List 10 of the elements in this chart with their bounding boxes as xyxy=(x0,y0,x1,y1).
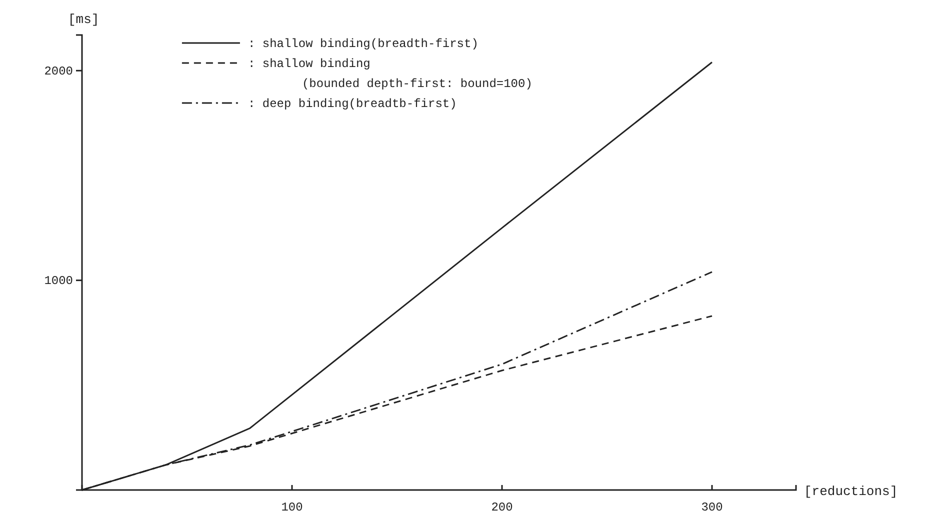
x-axis-title: [reductions] xyxy=(804,484,898,499)
legend-label: : shallow binding (bounded depth-first: bound=100) xyxy=(248,57,532,91)
y-tick-label: 1000 xyxy=(44,274,73,288)
x-tick-label: 300 xyxy=(701,500,723,511)
y-axis-title: [ms] xyxy=(68,12,100,27)
legend-label: : deep binding(breadtb-first) xyxy=(248,97,457,111)
x-tick-label: 100 xyxy=(281,500,303,511)
y-tick-label: 2000 xyxy=(44,64,73,78)
legend-label: : shallow binding(breadth-first) xyxy=(248,37,478,51)
x-tick-label: 200 xyxy=(491,500,513,511)
